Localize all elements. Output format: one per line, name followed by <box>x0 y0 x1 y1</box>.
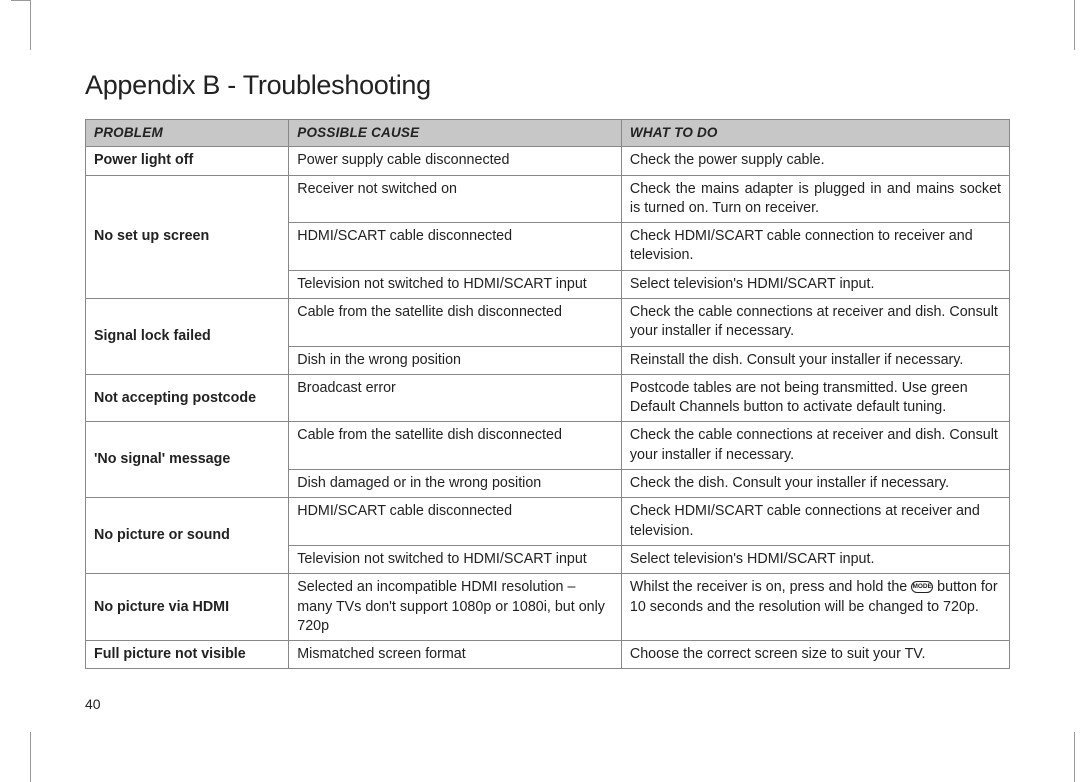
cell-what: Check the mains adapter is plugged in an… <box>621 175 1009 223</box>
cell-problem: No set up screen <box>86 175 289 298</box>
cell-problem: Not accepting postcode <box>86 374 289 422</box>
cell-problem: Power light off <box>86 147 289 175</box>
cell-what: Choose the correct screen size to suit y… <box>621 641 1009 669</box>
troubleshooting-table: Problem Possible Cause What To Do Power … <box>85 119 1010 669</box>
table-row: Not accepting postcodeBroadcast errorPos… <box>86 374 1010 422</box>
cell-what: Select television's HDMI/SCART input. <box>621 270 1009 298</box>
cell-problem: Signal lock failed <box>86 299 289 375</box>
cell-what: Reinstall the dish. Consult your install… <box>621 346 1009 374</box>
document-page: Appendix B - Troubleshooting Problem Pos… <box>0 0 1080 782</box>
cell-problem: No picture or sound <box>86 498 289 574</box>
cell-what: Check the dish. Consult your installer i… <box>621 470 1009 498</box>
crop-mark <box>1074 732 1075 782</box>
header-problem: Problem <box>86 120 289 147</box>
cell-what: Check HDMI/SCART cable connection to rec… <box>621 223 1009 271</box>
cell-cause: Dish damaged or in the wrong position <box>289 470 622 498</box>
crop-mark <box>1074 0 1075 50</box>
table-row: 'No signal' messageCable from the satell… <box>86 422 1010 470</box>
cell-what: Check the cable connections at receiver … <box>621 299 1009 347</box>
cell-cause: HDMI/SCART cable disconnected <box>289 223 622 271</box>
cell-cause: Television not switched to HDMI/SCART in… <box>289 270 622 298</box>
cell-cause: Power supply cable disconnected <box>289 147 622 175</box>
table-row: Power light offPower supply cable discon… <box>86 147 1010 175</box>
table-row: Full picture not visibleMismatched scree… <box>86 641 1010 669</box>
page-number: 40 <box>85 696 101 712</box>
cell-cause: Dish in the wrong position <box>289 346 622 374</box>
cell-cause: Selected an incompatible HDMI resolution… <box>289 574 622 641</box>
mode-button-icon: MODE <box>911 581 933 593</box>
table-row: No picture or soundHDMI/SCART cable disc… <box>86 498 1010 546</box>
header-what: What To Do <box>621 120 1009 147</box>
cell-problem: Full picture not visible <box>86 641 289 669</box>
cell-what: Check the power supply cable. <box>621 147 1009 175</box>
crop-mark <box>30 0 31 50</box>
table-row: No set up screenReceiver not switched on… <box>86 175 1010 223</box>
crop-mark <box>30 732 31 782</box>
cell-cause: Cable from the satellite dish disconnect… <box>289 422 622 470</box>
cell-cause: Television not switched to HDMI/SCART in… <box>289 545 622 573</box>
cell-what: Whilst the receiver is on, press and hol… <box>621 574 1009 641</box>
page-title: Appendix B - Troubleshooting <box>85 70 1010 101</box>
cell-cause: Receiver not switched on <box>289 175 622 223</box>
cell-cause: Broadcast error <box>289 374 622 422</box>
cell-problem: No picture via HDMI <box>86 574 289 641</box>
cell-cause: Mismatched screen format <box>289 641 622 669</box>
cell-cause: Cable from the satellite dish disconnect… <box>289 299 622 347</box>
cell-what: Select television's HDMI/SCART input. <box>621 545 1009 573</box>
table-header-row: Problem Possible Cause What To Do <box>86 120 1010 147</box>
cell-problem: 'No signal' message <box>86 422 289 498</box>
cell-what: Postcode tables are not being transmitte… <box>621 374 1009 422</box>
table-row: Signal lock failedCable from the satelli… <box>86 299 1010 347</box>
table-row: No picture via HDMISelected an incompati… <box>86 574 1010 641</box>
cell-what: Check HDMI/SCART cable connections at re… <box>621 498 1009 546</box>
cell-what: Check the cable connections at receiver … <box>621 422 1009 470</box>
cell-cause: HDMI/SCART cable disconnected <box>289 498 622 546</box>
header-cause: Possible Cause <box>289 120 622 147</box>
